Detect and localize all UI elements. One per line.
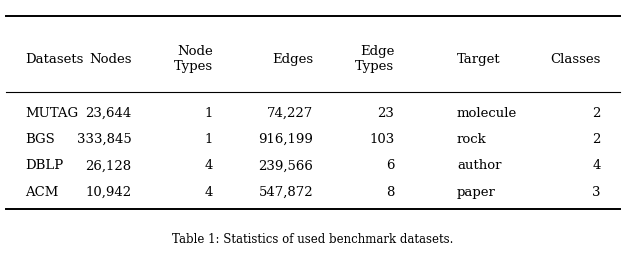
Text: Edges: Edges: [272, 53, 313, 66]
Text: 1: 1: [205, 107, 213, 120]
Text: molecule: molecule: [457, 107, 517, 120]
Text: BGS: BGS: [25, 133, 55, 146]
Text: DBLP: DBLP: [25, 159, 63, 172]
Text: ACM: ACM: [25, 186, 58, 199]
Text: 4: 4: [205, 159, 213, 172]
Text: rock: rock: [457, 133, 487, 146]
Text: 6: 6: [386, 159, 394, 172]
Text: 1: 1: [205, 133, 213, 146]
Text: 916,199: 916,199: [258, 133, 313, 146]
Text: 2: 2: [593, 107, 601, 120]
Text: 74,227: 74,227: [267, 107, 313, 120]
Text: Classes: Classes: [551, 53, 601, 66]
Text: 333,845: 333,845: [77, 133, 131, 146]
Text: 103: 103: [369, 133, 394, 146]
Text: 8: 8: [386, 186, 394, 199]
Text: MUTAG: MUTAG: [25, 107, 78, 120]
Text: Node
Types: Node Types: [173, 46, 213, 74]
Text: 23: 23: [377, 107, 394, 120]
Text: 547,872: 547,872: [259, 186, 313, 199]
Text: Datasets: Datasets: [25, 53, 83, 66]
Text: 2: 2: [593, 133, 601, 146]
Text: 4: 4: [593, 159, 601, 172]
Text: 239,566: 239,566: [258, 159, 313, 172]
Text: 10,942: 10,942: [85, 186, 131, 199]
Text: author: author: [457, 159, 501, 172]
Text: Nodes: Nodes: [89, 53, 131, 66]
Text: Edge
Types: Edge Types: [356, 46, 394, 74]
Text: 23,644: 23,644: [85, 107, 131, 120]
Text: 3: 3: [592, 186, 601, 199]
Text: Target: Target: [457, 53, 501, 66]
Text: Table 1: Statistics of used benchmark datasets.: Table 1: Statistics of used benchmark da…: [172, 233, 454, 246]
Text: paper: paper: [457, 186, 496, 199]
Text: 4: 4: [205, 186, 213, 199]
Text: 26,128: 26,128: [85, 159, 131, 172]
